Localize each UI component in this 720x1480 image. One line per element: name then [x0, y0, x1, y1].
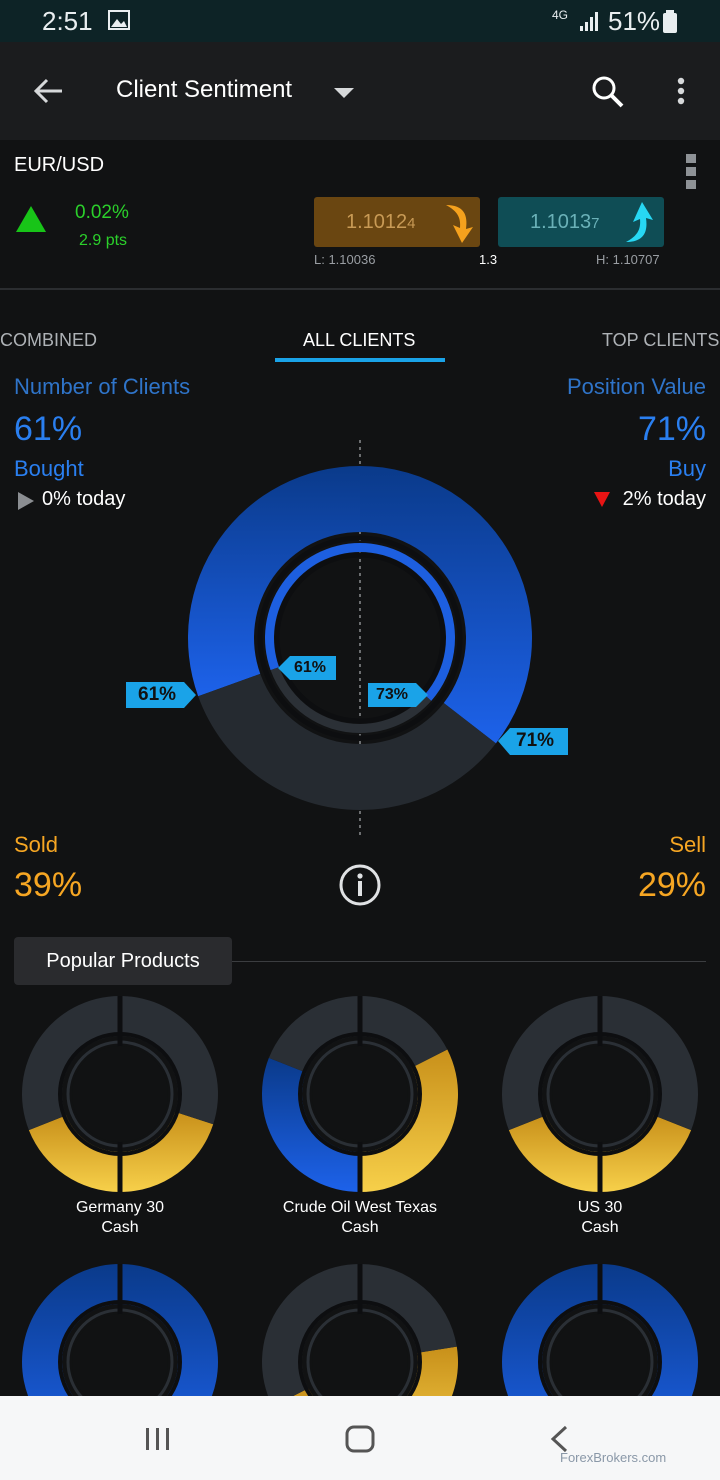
tab-all-clients[interactable]: ALL CLIENTS: [303, 330, 416, 350]
buy-price-button[interactable]: 1.10137: [498, 197, 664, 247]
position-sell-segment: [360, 702, 496, 810]
row2-product-3-core: [552, 1314, 648, 1396]
clients-bought-segment: [187, 466, 360, 697]
sell-label: Sell: [669, 832, 706, 857]
spread: 1.3: [479, 252, 498, 267]
status-time: 2:51: [42, 6, 93, 36]
down-triangle-icon: [594, 492, 610, 507]
more-vert-icon[interactable]: [674, 76, 688, 108]
high-price: H: 1.10707: [596, 252, 660, 267]
number-of-clients-title: Number of Clients: [14, 374, 191, 399]
network-type: 4G: [552, 8, 569, 22]
popular-products-charts: [22, 996, 698, 1396]
sold-label: Sold: [14, 832, 59, 857]
inner-right-tag: 73%: [368, 683, 428, 707]
instrument-symbol[interactable]: EUR/USD: [14, 154, 105, 176]
germany-30-left-colored: [28, 1115, 120, 1192]
row2-product-2-core: [312, 1314, 408, 1396]
popular-products-header: Popular Products: [14, 937, 232, 985]
instrument-panel: EUR/USD 0.02% 2.9 pts 1.10124 1.10137 L:…: [0, 140, 720, 290]
search-icon[interactable]: [590, 74, 626, 110]
left-today-change: 0% today: [42, 488, 126, 510]
germany-30-left-gray: [22, 996, 121, 1131]
buy-price-pip: 7: [591, 215, 600, 232]
active-tab-indicator: [275, 358, 445, 362]
signal-icon: [580, 12, 598, 31]
inner-left-tag: 61%: [278, 656, 336, 680]
inner-clients-rest: [270, 667, 360, 733]
bought-label: Bought: [14, 456, 84, 481]
sentiment-donut-chart: [187, 440, 532, 835]
crude-oil-core: [312, 1046, 408, 1142]
clients-bought-pct: 61%: [14, 410, 83, 448]
recent-apps-icon[interactable]: [144, 1426, 172, 1452]
us-30-left-gray: [501, 996, 600, 1131]
tab-top-clients[interactable]: TOP CLIENTS: [602, 330, 720, 350]
buy-price: 1.1013: [530, 211, 592, 233]
low-price: L: 1.10036: [314, 252, 376, 267]
system-nav-bar: [0, 1396, 720, 1480]
up-arrow-icon: [626, 202, 653, 242]
crude-oil-right-gray: [360, 996, 448, 1068]
outer-right-tag: 71%: [498, 728, 568, 755]
germany-30-right-colored: [120, 1111, 214, 1192]
dropdown-caret-icon[interactable]: [333, 86, 355, 100]
app-bar: Client Sentiment: [0, 42, 720, 140]
crude-oil-left-colored: [262, 1057, 360, 1192]
us-30-core: [552, 1046, 648, 1142]
right-today-change: 2% today: [622, 488, 706, 510]
position-buy-segment: [360, 466, 532, 744]
tab-combined[interactable]: COMBINED: [0, 330, 98, 350]
status-bar: 2:51 4G 51%: [0, 0, 720, 42]
inner-clients-segment: [265, 543, 360, 671]
watermark: ForexBrokers.com: [560, 1450, 667, 1465]
down-arrow-icon: [446, 205, 473, 243]
change-points: 2.9 pts: [79, 232, 128, 249]
product-crude-oil[interactable]: Crude Oil West Texas Cash: [282, 1199, 438, 1236]
inner-core-ring: [274, 552, 446, 724]
sell-price-button[interactable]: 1.10124: [314, 197, 480, 247]
back-nav-icon[interactable]: [548, 1424, 570, 1454]
crude-oil-left-gray: [268, 996, 360, 1073]
us-30-right-colored: [600, 1115, 692, 1192]
sell-price-pip: 4: [407, 215, 416, 232]
image-notification-icon: [108, 10, 130, 30]
back-arrow-icon[interactable]: [32, 76, 66, 106]
instrument-menu-icon[interactable]: [684, 152, 698, 192]
position-value-title: Position Value: [566, 374, 706, 399]
position-buy-pct: 71%: [637, 410, 706, 448]
neutral-triangle-icon: [18, 492, 34, 510]
outer-left-tag: 61%: [126, 682, 196, 708]
product-germany-30[interactable]: Germany 30 Cash: [75, 1199, 165, 1236]
change-percent: 0.02%: [75, 202, 129, 223]
up-triangle-icon: [16, 206, 46, 232]
buy-label: Buy: [668, 456, 706, 481]
inner-ring-track: [257, 535, 463, 741]
row2-product-2-right-gray: [360, 1264, 457, 1353]
inner-position-segment: [360, 543, 456, 701]
row2-product-1-core: [72, 1314, 168, 1396]
page-title[interactable]: Client Sentiment: [116, 76, 293, 103]
us-30-right-gray: [600, 996, 698, 1131]
crude-oil-right-colored: [360, 1049, 458, 1192]
product-us-30[interactable]: US 30 Cash: [577, 1199, 623, 1236]
germany-30-core: [72, 1046, 168, 1142]
info-icon[interactable]: [338, 863, 382, 907]
us-30-left-colored: [508, 1115, 600, 1192]
section-divider: [232, 961, 706, 962]
sold-pct: 39%: [14, 866, 83, 904]
sell-price: 1.1012: [346, 211, 408, 233]
inner-position-rest: [360, 694, 432, 733]
home-icon[interactable]: [344, 1424, 376, 1454]
clients-sold-segment: [198, 673, 360, 810]
sell-pct: 29%: [637, 866, 706, 904]
battery-icon: [663, 10, 677, 33]
battery-percent: 51%: [608, 6, 661, 36]
